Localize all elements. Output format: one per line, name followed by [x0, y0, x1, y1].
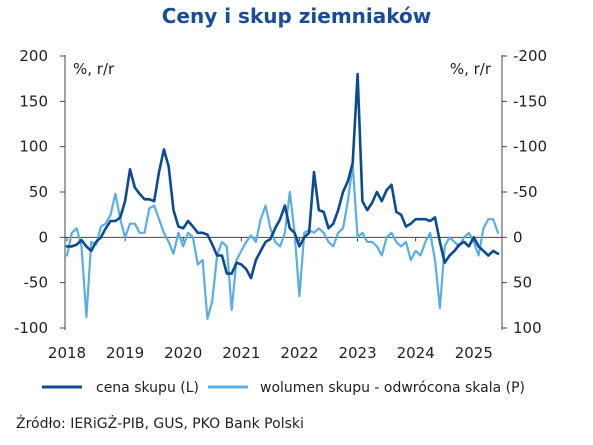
source-note: Źródło: IERiGŻ-PIB, GUS, PKO Bank Polski — [16, 414, 304, 432]
right-tick-label: -100 — [513, 138, 547, 156]
series-line-wolumen-skupu — [65, 163, 500, 320]
x-tick-label: 2025 — [455, 344, 493, 362]
right-tick-label: 100 — [513, 319, 542, 337]
left-tick-label: -50 — [24, 274, 49, 292]
left-tick-labels: 200 150 100 50 0 -50 -100 — [14, 47, 65, 337]
left-tick-label: -100 — [14, 319, 48, 337]
series-line-cena-skupu — [65, 72, 500, 280]
x-tick-label: 2018 — [48, 344, 86, 362]
right-tick-labels: -200 -150 -100 -50 0 50 100 — [502, 47, 547, 337]
chart-title: Ceny i skup ziemniaków — [162, 4, 432, 28]
right-tick-label: 50 — [513, 274, 532, 292]
legend-label-cena-skupu: cena skupu (L) — [96, 380, 199, 396]
left-tick-label: 150 — [19, 92, 48, 110]
x-tick-label: 2019 — [106, 344, 144, 362]
right-tick-label: -150 — [513, 92, 547, 110]
legend: cena skupu (L) wolumen skupu - odwrócona… — [42, 380, 525, 396]
left-tick-label: 200 — [19, 47, 48, 65]
left-axis: 200 150 100 50 0 -50 -100 — [14, 47, 66, 337]
legend-item-cena-skupu: cena skupu (L) — [42, 380, 199, 396]
left-tick-label: 100 — [19, 138, 48, 156]
x-tick-label: 2024 — [397, 344, 435, 362]
right-tick-label: -50 — [513, 183, 538, 201]
right-axis-unit: %, r/r — [450, 60, 492, 78]
x-tick-label: 2021 — [222, 344, 260, 362]
x-tick-label: 2022 — [280, 344, 318, 362]
x-tick-labels: 2018 2019 2020 2021 2022 2023 2024 2025 — [48, 237, 493, 362]
legend-item-wolumen-skupu: wolumen skupu - odwrócona skala (P) — [208, 380, 525, 396]
series-layer — [65, 72, 500, 320]
right-tick-label: -200 — [513, 47, 547, 65]
x-tick-label: 2023 — [338, 344, 376, 362]
left-tick-label: 0 — [38, 228, 48, 246]
left-axis-unit: %, r/r — [73, 60, 115, 78]
left-tick-label: 50 — [29, 183, 48, 201]
x-tick-label: 2020 — [164, 344, 202, 362]
right-tick-label: 0 — [513, 228, 523, 246]
legend-label-wolumen-skupu: wolumen skupu - odwrócona skala (P) — [260, 380, 525, 396]
right-axis: -200 -150 -100 -50 0 50 100 — [501, 47, 547, 337]
